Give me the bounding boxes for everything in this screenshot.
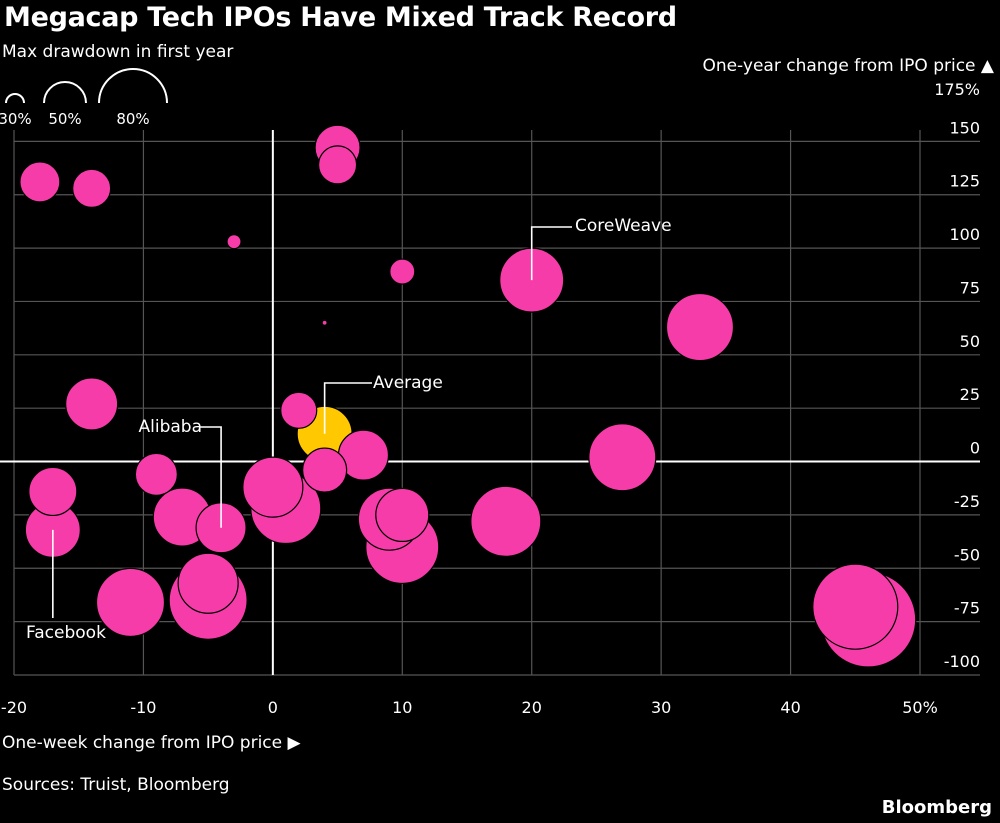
- y-tick-labels: 175% 150 125 100 75 50 25 0 -25 -50 -75 -100: [934, 80, 980, 671]
- bubble-22: [470, 485, 542, 557]
- x-tick-40: 40: [780, 698, 800, 717]
- x-axis-note: One-week change from IPO price ▶: [2, 733, 301, 753]
- bubble-14: [134, 452, 178, 496]
- y-tick-75: 75: [960, 278, 980, 297]
- y-tick-150: 150: [949, 118, 980, 137]
- bubble-15: [302, 447, 348, 493]
- annotation-line-alibaba: [200, 426, 222, 528]
- size-legend: 30% 50% 80%: [0, 68, 168, 128]
- x-tick-0: 0: [268, 698, 278, 717]
- size-legend-label-30: 30%: [0, 110, 32, 128]
- annotation-line-coreweave: [530, 226, 572, 281]
- x-tick--20: -20: [1, 698, 27, 717]
- bubble-13: [588, 423, 657, 492]
- size-legend-label-50: 50%: [48, 110, 81, 128]
- bubble-9: [65, 377, 119, 431]
- annotation-coreweave: CoreWeave: [575, 216, 672, 236]
- y-tick-0: 0: [970, 439, 980, 458]
- y-tick-25: 25: [960, 385, 980, 404]
- size-legend-arc-30: [5, 93, 25, 104]
- y-tick--25: -25: [954, 492, 980, 511]
- bubble-4: [226, 234, 242, 250]
- y-tick-100: 100: [949, 225, 980, 244]
- chart-title: Megacap Tech IPOs Have Mixed Track Recor…: [4, 2, 677, 33]
- gridlines: [13, 130, 980, 676]
- y-tick-175: 175%: [934, 80, 980, 99]
- size-legend-arc-50: [43, 81, 87, 104]
- bubble-7: [665, 292, 735, 362]
- bubble-16: [242, 456, 304, 518]
- bubble-21: [375, 487, 430, 543]
- bubble-1: [317, 145, 358, 185]
- annotation-alibaba: Alibaba: [139, 417, 203, 437]
- bubble-8: [321, 319, 328, 326]
- y-tick--75: -75: [954, 599, 980, 618]
- y-tick-50: 50: [960, 332, 980, 351]
- x-tick--10: -10: [130, 698, 156, 717]
- x-tick-10: 10: [392, 698, 412, 717]
- bloomberg-logo: Bloomberg: [881, 797, 992, 818]
- bubble-2: [19, 161, 61, 203]
- annotation-average: Average: [373, 373, 443, 393]
- chart-subtitle: Max drawdown in first year: [2, 42, 234, 62]
- y-tick-125: 125: [949, 172, 980, 191]
- y-axis-note: One-year change from IPO price ▲: [702, 56, 994, 76]
- bubble-3: [72, 168, 112, 208]
- size-legend-arc-80: [98, 68, 168, 104]
- size-legend-label-80: 80%: [116, 110, 149, 128]
- x-tick-labels: -20 -10 0 10 20 30 40 50%: [1, 698, 938, 717]
- bubbles: [19, 124, 917, 668]
- y-tick--100: -100: [944, 652, 980, 671]
- x-tick-20: 20: [522, 698, 542, 717]
- x-tick-50: 50%: [902, 698, 938, 717]
- y-tick--50: -50: [954, 545, 980, 564]
- bubble-28: [95, 567, 166, 638]
- bubble-10: [280, 391, 318, 429]
- annotation-facebook: Facebook: [26, 623, 106, 643]
- bubble-26: [177, 552, 239, 614]
- bubble-17: [28, 466, 78, 517]
- bubble-5: [389, 258, 416, 285]
- annotations: CoreWeave Average Alibaba Facebook: [26, 216, 672, 643]
- x-tick-30: 30: [651, 698, 671, 717]
- source-note: Sources: Truist, Bloomberg: [2, 775, 230, 795]
- annotation-line-average: [323, 382, 372, 434]
- bubble-29: [812, 563, 899, 650]
